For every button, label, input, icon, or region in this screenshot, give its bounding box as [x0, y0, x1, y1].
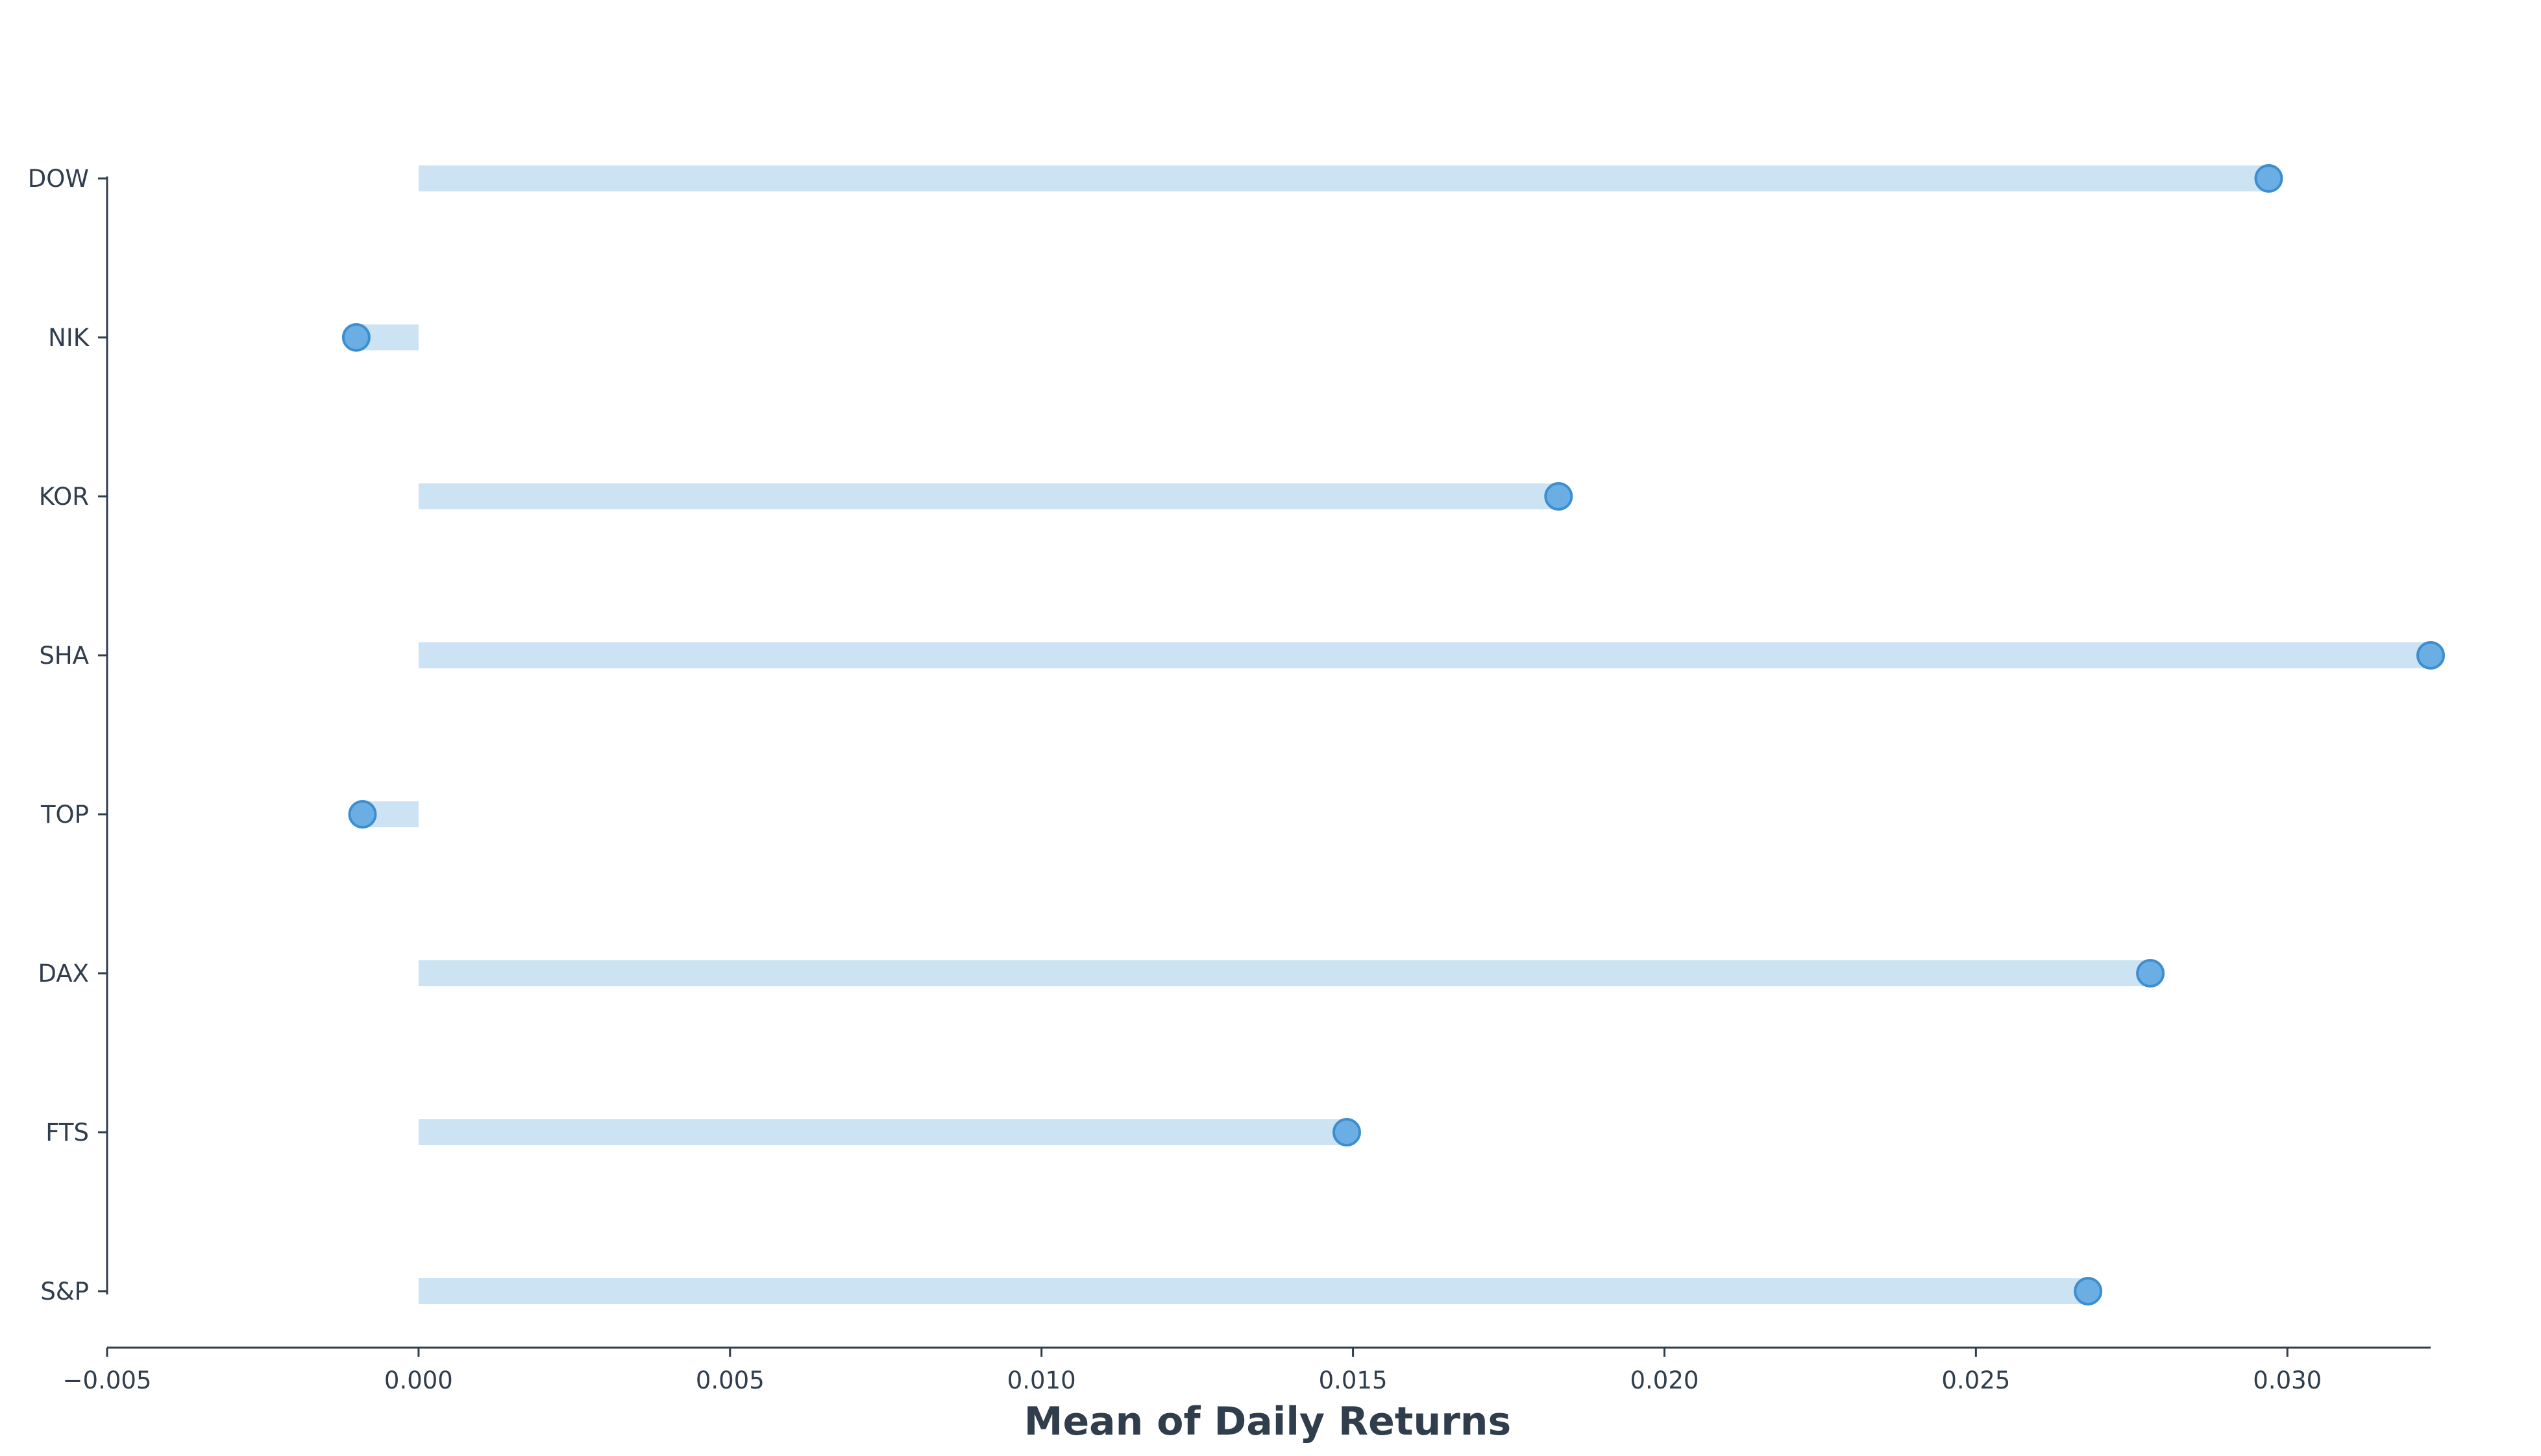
y-tick-label: FTS [45, 1119, 89, 1147]
x-tick-label: 0.000 [384, 1366, 453, 1394]
y-tick-label: KOR [39, 483, 89, 511]
x-axis: −0.005 0.000 0.005 0.010 0.015 0.020 0.025 0.03… [63, 1346, 2431, 1394]
marker-fts [1332, 1118, 1361, 1147]
x-tick-label: 0.010 [1007, 1366, 1076, 1394]
marker-nik [341, 323, 371, 352]
x-tick-label: −0.005 [63, 1366, 152, 1394]
stem-kor [418, 483, 1559, 509]
y-tick-label: SHA [39, 642, 89, 670]
stem-fts [418, 1119, 1347, 1145]
stems-group [356, 165, 2431, 1304]
y-axis: DOW NIK KOR SHA TOP DAX FTS S&P [28, 165, 108, 1305]
marker-dow [2254, 164, 2283, 193]
x-tick-label: 0.020 [1630, 1366, 1699, 1394]
stem-sha [418, 642, 2431, 668]
stem-dow [418, 165, 2269, 191]
x-tick-label: 0.025 [1941, 1366, 2010, 1394]
y-tick-label: DOW [28, 165, 89, 193]
marker-kor [1544, 482, 1573, 511]
x-tick-label: 0.030 [2253, 1366, 2322, 1394]
stem-dax [418, 960, 2151, 986]
marker-dax [2136, 959, 2165, 988]
x-tick-label: 0.005 [696, 1366, 765, 1394]
marker-sha [2416, 641, 2445, 670]
x-axis-title: Mean of Daily Returns [1024, 1399, 1511, 1444]
x-tick-label: 0.015 [1319, 1366, 1388, 1394]
marker-top [348, 800, 377, 829]
stem-sp [418, 1278, 2089, 1304]
y-tick-label: DAX [38, 960, 90, 988]
y-tick-label: TOP [40, 801, 89, 829]
markers-group [341, 164, 2445, 1305]
y-tick-label: S&P [40, 1278, 89, 1305]
marker-sp [2074, 1277, 2103, 1305]
y-tick-label: NIK [48, 324, 90, 352]
